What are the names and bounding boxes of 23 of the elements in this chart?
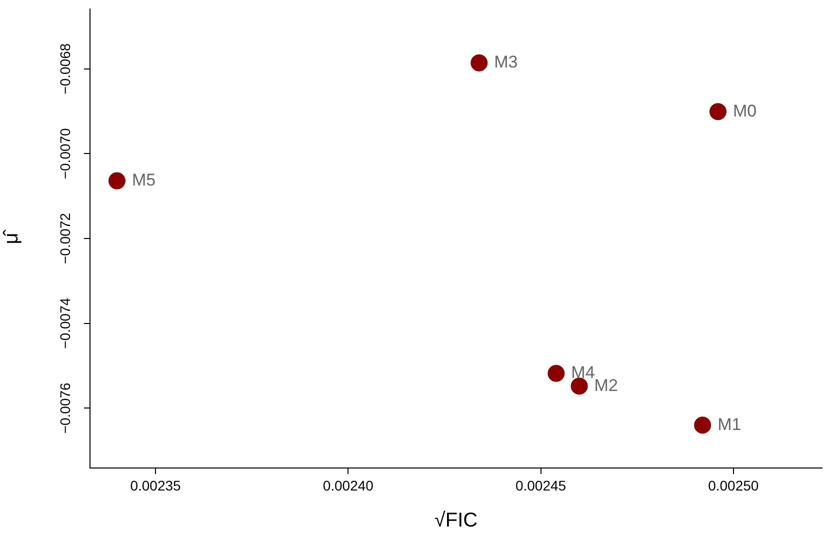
annotation: M2 (594, 376, 618, 395)
x-tick-label: 0.00245 (515, 477, 566, 494)
annotation: M0 (732, 101, 757, 120)
y-tick-label: −0.0076 (56, 382, 73, 434)
point (548, 364, 565, 382)
annotation: M4 (571, 363, 595, 382)
x-axis-title: √FIC (434, 510, 478, 532)
y-tick-label: −0.0070 (56, 128, 73, 180)
x-tick-label: 0.00240 (322, 477, 374, 494)
point (470, 54, 488, 72)
point (108, 172, 126, 190)
point (570, 378, 588, 395)
y-tick-label: −0.0074 (56, 298, 73, 349)
point (709, 103, 726, 120)
y-axis-title: μ̂ (0, 228, 23, 244)
y-tick-label: −0.0072 (56, 212, 73, 264)
y-tick-label: −0.0068 (56, 43, 73, 94)
annotation: M1 (718, 414, 742, 434)
annotation: M5 (132, 170, 156, 190)
point (694, 416, 712, 434)
x-tick-label: 0.00235 (130, 477, 182, 494)
x-tick-label: 0.00250 (708, 477, 759, 494)
annotation: M3 (494, 52, 518, 72)
